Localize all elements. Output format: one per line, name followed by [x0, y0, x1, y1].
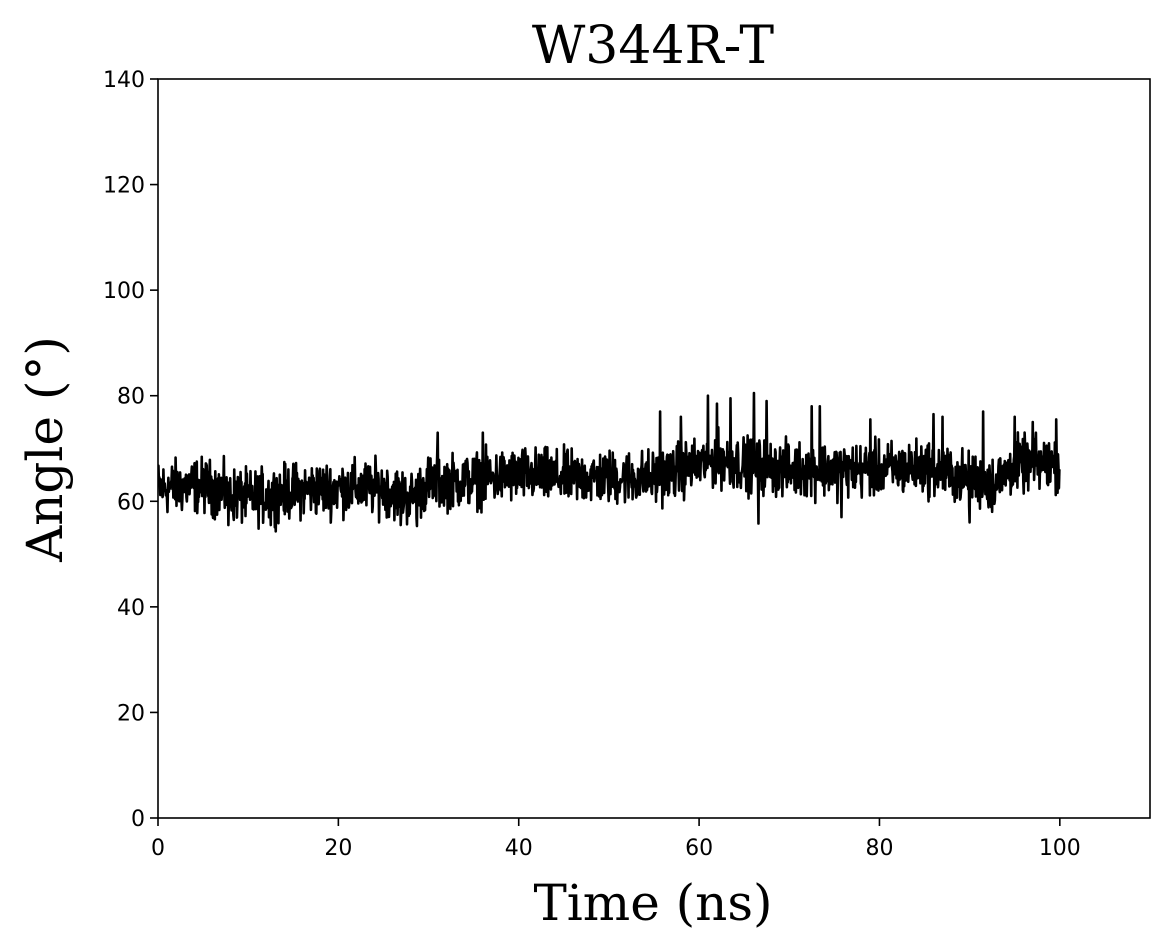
- y-tick-label: 40: [117, 596, 145, 621]
- y-tick-label: 140: [103, 68, 145, 93]
- x-tick-label: 60: [685, 836, 713, 861]
- x-tick-label: 0: [151, 836, 165, 861]
- x-axis: 0 20 40 60 80 100: [151, 818, 1081, 861]
- y-tick-label: 100: [103, 279, 145, 304]
- y-axis-label: Angle (°): [16, 336, 74, 563]
- x-tick-label: 20: [324, 836, 352, 861]
- chart-title: W344R-T: [532, 16, 775, 76]
- y-tick-label: 20: [117, 701, 145, 726]
- y-axis: 0 20 40 60 80 100 120 140: [103, 68, 158, 832]
- x-tick-label: 80: [865, 836, 893, 861]
- y-tick-label: 80: [117, 385, 145, 410]
- x-axis-label: Time (ns): [533, 874, 772, 932]
- y-tick-label: 60: [117, 490, 145, 515]
- y-tick-label: 0: [131, 807, 145, 832]
- x-tick-label: 40: [505, 836, 533, 861]
- axes-frame: [157, 78, 1151, 819]
- y-tick-label: 120: [103, 174, 145, 199]
- x-tick-label: 100: [1039, 836, 1081, 861]
- series-line: [158, 391, 1061, 533]
- plot-area: [157, 78, 1151, 819]
